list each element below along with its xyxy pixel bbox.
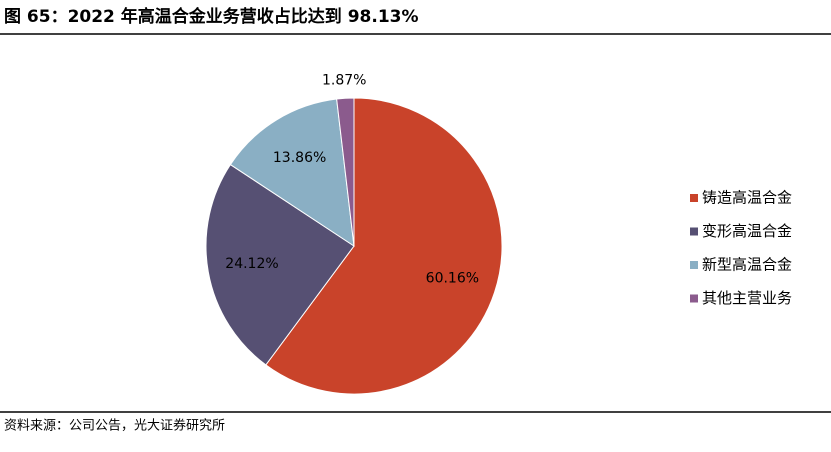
pie-slice <box>336 97 355 247</box>
data-label: 13.86% <box>273 150 326 166</box>
legend-swatch <box>690 294 698 303</box>
pie-slice <box>229 98 355 248</box>
legend-label: 铸造高温合金 <box>702 189 792 207</box>
legend-label: 其他主营业务 <box>702 289 792 307</box>
data-label: 1.87% <box>322 72 366 88</box>
pie-slice <box>265 97 503 395</box>
legend-swatch <box>690 194 698 202</box>
legend-label: 变形高温合金 <box>702 222 792 240</box>
pie-slice <box>205 163 355 366</box>
legend-swatch <box>690 227 698 236</box>
legend-label: 新型高温合金 <box>702 256 792 274</box>
legend-swatch <box>690 261 698 269</box>
chart-title: 图 65：2022 年高温合金业务营收占比达到 98.13% <box>4 6 419 27</box>
source-note: 资料来源：公司公告，光大证券研究所 <box>4 418 225 434</box>
data-label: 60.16% <box>426 270 479 286</box>
data-label: 24.12% <box>225 256 278 272</box>
